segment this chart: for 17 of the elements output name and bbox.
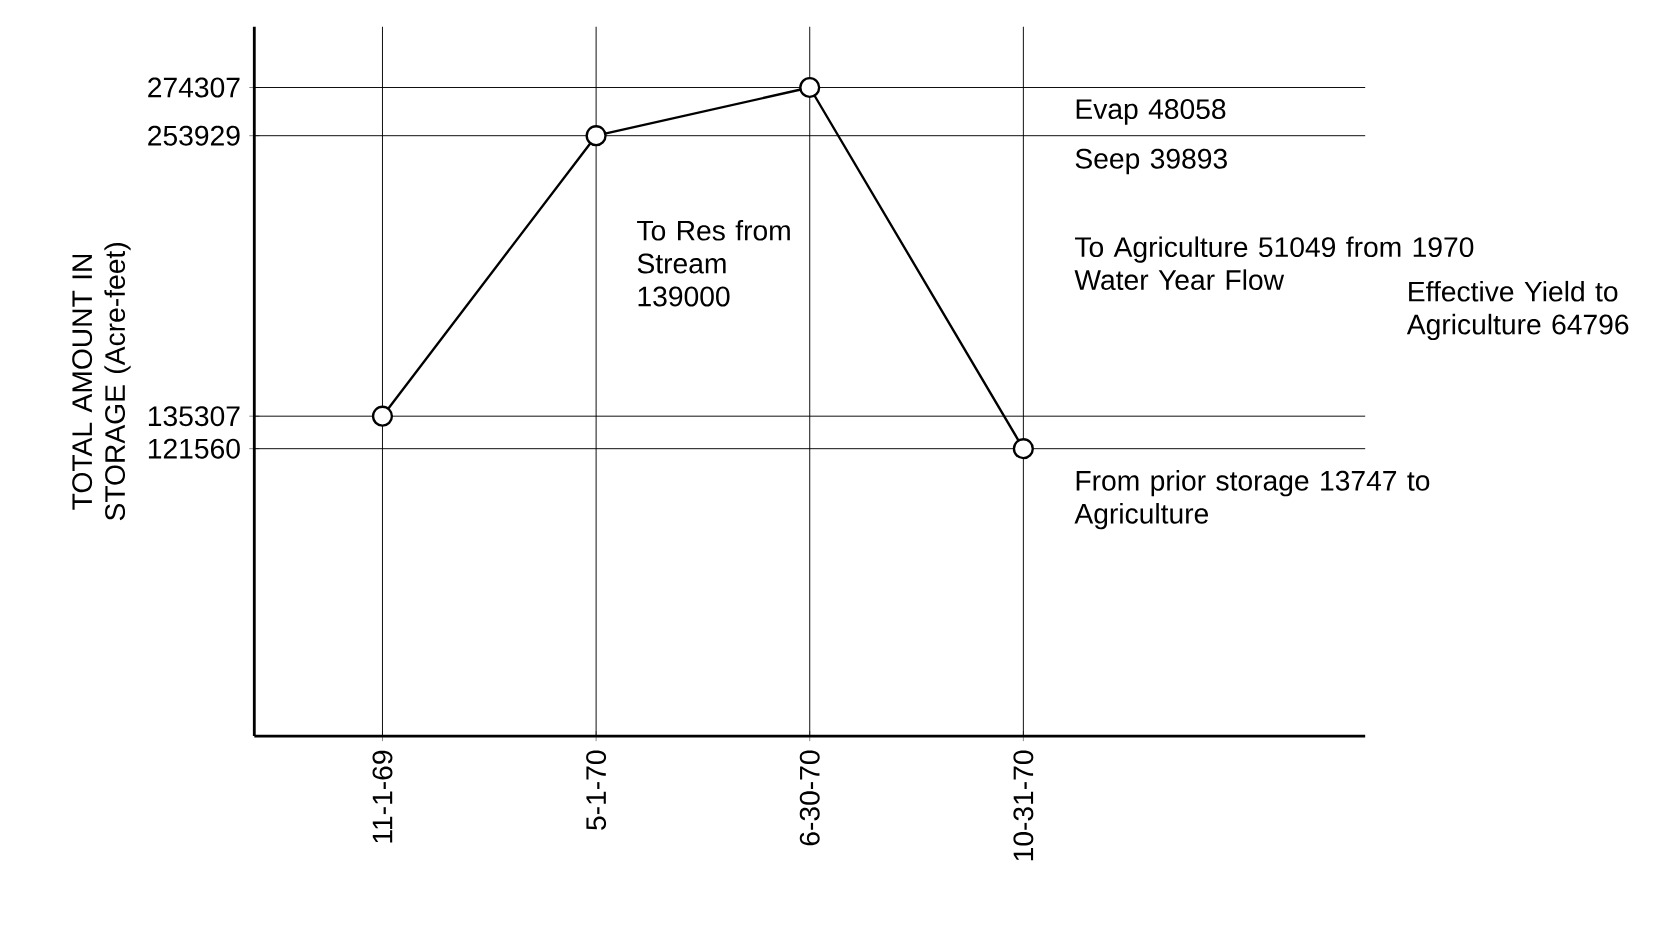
x-tick-label: 5-1-70 bbox=[586, 750, 607, 830]
point bbox=[585, 125, 607, 147]
annotation: To Res from Stream 139000 bbox=[637, 219, 790, 307]
x-tick-label: 11-1-69 bbox=[372, 750, 393, 843]
y-tick-label: 121560 bbox=[148, 438, 240, 459]
y-tick-label: 253929 bbox=[148, 125, 240, 146]
point bbox=[799, 76, 821, 99]
y-axis-title: TOTAL AMOUNT IN STORAGE (Acre-feet) bbox=[72, 243, 131, 521]
y-tick-label: 135307 bbox=[148, 406, 240, 427]
annotation: Seep 39893 bbox=[1075, 148, 1227, 175]
y-tick-label: 274307 bbox=[148, 77, 240, 98]
x-tick-label: 10-31-70 bbox=[1013, 750, 1034, 861]
x-tick-label: 6-30-70 bbox=[799, 750, 820, 846]
annotation: From prior storage 13747 to Agriculture bbox=[1074, 470, 1430, 530]
point bbox=[371, 405, 394, 427]
point bbox=[1012, 438, 1034, 460]
annotation: Evap 48058 bbox=[1076, 99, 1226, 125]
